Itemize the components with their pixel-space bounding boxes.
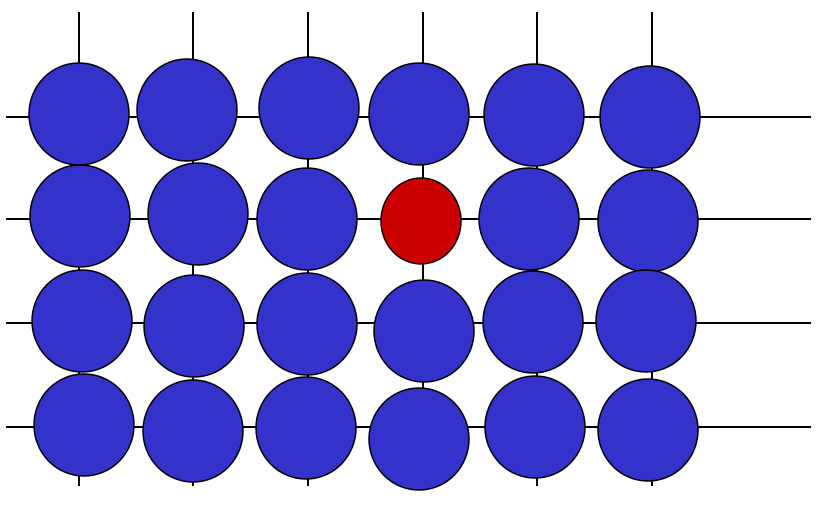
host-atom-r2-c3 bbox=[256, 167, 358, 271]
host-atom-r3-c2 bbox=[143, 274, 245, 378]
host-atom-r2-c2 bbox=[147, 162, 249, 266]
host-atom-r1-c5 bbox=[483, 63, 585, 167]
host-atom-r3-c6 bbox=[595, 269, 697, 373]
host-atom-r3-c3 bbox=[256, 272, 358, 376]
host-atom-r1-c4 bbox=[368, 62, 470, 166]
host-atom-r2-c6 bbox=[597, 169, 699, 273]
host-atom-r1-c1 bbox=[28, 62, 130, 166]
host-atom-r4-c5 bbox=[484, 375, 586, 479]
host-atom-r4-c2 bbox=[142, 379, 244, 483]
host-atom-r4-c3 bbox=[255, 376, 357, 480]
host-atom-r4-c4 bbox=[368, 387, 470, 491]
host-atom-r1-c6 bbox=[599, 65, 701, 169]
impurity-atom bbox=[380, 177, 462, 265]
host-atom-r1-c3 bbox=[258, 56, 360, 160]
host-atom-r3-c1 bbox=[31, 269, 133, 373]
host-atom-r3-c4 bbox=[373, 279, 475, 383]
host-atom-r1-c2 bbox=[136, 58, 238, 162]
host-atom-r4-c1 bbox=[33, 373, 135, 477]
lattice-atoms bbox=[28, 56, 701, 491]
host-atom-r2-c5 bbox=[478, 167, 580, 271]
host-atom-r4-c6 bbox=[597, 378, 699, 482]
host-atom-r3-c5 bbox=[482, 270, 584, 374]
host-atom-r2-c1 bbox=[29, 164, 131, 268]
